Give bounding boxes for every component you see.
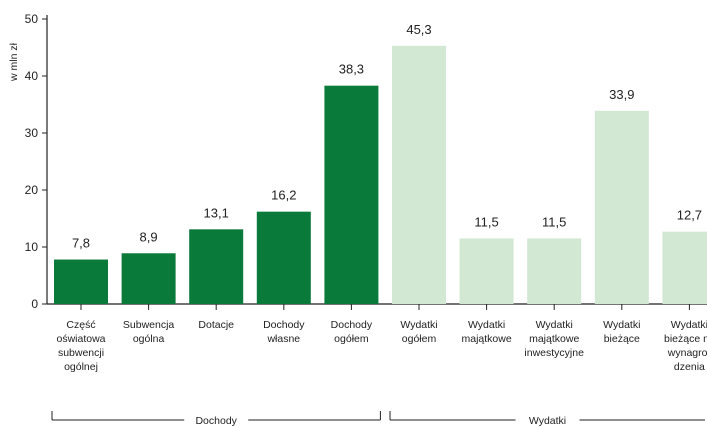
category-label-line: wynagro- (667, 347, 707, 359)
y-tick-label: 20 (25, 183, 39, 197)
bars (54, 45, 707, 305)
bar (54, 259, 108, 304)
category-label-line: własne (266, 333, 300, 345)
value-labels: 7,8 8,9 13,1 16,2 38,3 45,3 11,5 11,5 33,9 12,7 (72, 22, 702, 251)
value-label: 11,5 (542, 214, 566, 229)
category-label-line: Subwencja (123, 319, 175, 331)
y-tick-label: 50 (25, 12, 39, 26)
bar (594, 110, 649, 305)
value-label: 12,7 (677, 208, 702, 223)
bar (256, 211, 311, 304)
y-axis-label: w mln zł (8, 42, 20, 82)
category-label: Wydatki ogółem (400, 319, 437, 345)
value-label: 8,9 (140, 229, 158, 244)
value-label: 38,3 (339, 62, 364, 77)
category-label-line: ogółem (334, 333, 369, 345)
category-label-line: Dochody (331, 319, 373, 331)
value-label: 11,5 (474, 214, 498, 229)
y-tick-label: 0 (31, 297, 38, 311)
value-label: 16,2 (271, 188, 296, 203)
category-label-line: subwencji (58, 347, 104, 359)
category-label-line: Wydatki (400, 319, 437, 331)
value-label: 7,8 (72, 236, 90, 251)
y-tick-label: 10 (25, 240, 39, 254)
bar (527, 238, 582, 304)
bar (459, 238, 514, 304)
category-label: Część oświatowa subwencji ogólnej (56, 319, 105, 373)
category-label: Dochody własne (263, 319, 305, 345)
group-label: Dochody (195, 415, 237, 427)
category-label: Wydatki majątkowe (461, 319, 511, 345)
value-label: 13,1 (204, 205, 229, 220)
y-axis-ticks: 0 10 20 30 40 50 (25, 12, 47, 311)
category-label-line: Wydatki (536, 319, 573, 331)
category-label-line: Wydatki (603, 319, 640, 331)
category-label: Wydatki bieżące na wynagro-dzenia (664, 319, 707, 373)
value-label: 45,3 (406, 22, 431, 37)
category-label: Wydatki majątkowe inwestycyjne (524, 319, 584, 359)
x-axis-ticks (80, 304, 690, 310)
category-label-line: ogólnej (64, 361, 98, 373)
category-label-line: majątkowe (461, 333, 511, 345)
bar (324, 85, 379, 304)
bar (392, 45, 446, 304)
category-label-line: dzenia (674, 361, 705, 373)
category-label-line: ogólna (133, 333, 165, 345)
bar (121, 253, 176, 304)
value-label: 33,9 (609, 87, 634, 102)
y-tick-label: 30 (25, 126, 39, 140)
category-label-line: ogółem (402, 333, 437, 345)
category-label: Dotacje (198, 319, 234, 331)
bar (189, 229, 244, 304)
category-label-line: Wydatki (468, 319, 505, 331)
category-label: Subwencja ogólna (123, 319, 175, 345)
category-labels: Część oświatowa subwencji ogólnej Subwencja o… (56, 319, 707, 373)
category-label-line: majątkowe (529, 333, 579, 345)
category-label: Dochody ogółem (331, 319, 373, 345)
group-label: Wydatki (529, 415, 566, 427)
bar (662, 231, 707, 304)
category-label: Wydatki bieżące (603, 319, 640, 345)
y-tick-label: 40 (25, 69, 39, 83)
category-label-line: bieżące (604, 333, 640, 345)
category-label-line: Dotacje (198, 319, 234, 331)
category-label-line: oświatowa (56, 333, 105, 345)
category-label-line: inwestycyjne (524, 347, 584, 359)
category-label-line: Dochody (263, 319, 305, 331)
category-label-line: Część (66, 319, 95, 331)
category-label-line: bieżące na (664, 333, 707, 345)
category-label-line: Wydatki (671, 319, 707, 331)
group-brackets: Dochody Wydatki (51, 411, 705, 427)
